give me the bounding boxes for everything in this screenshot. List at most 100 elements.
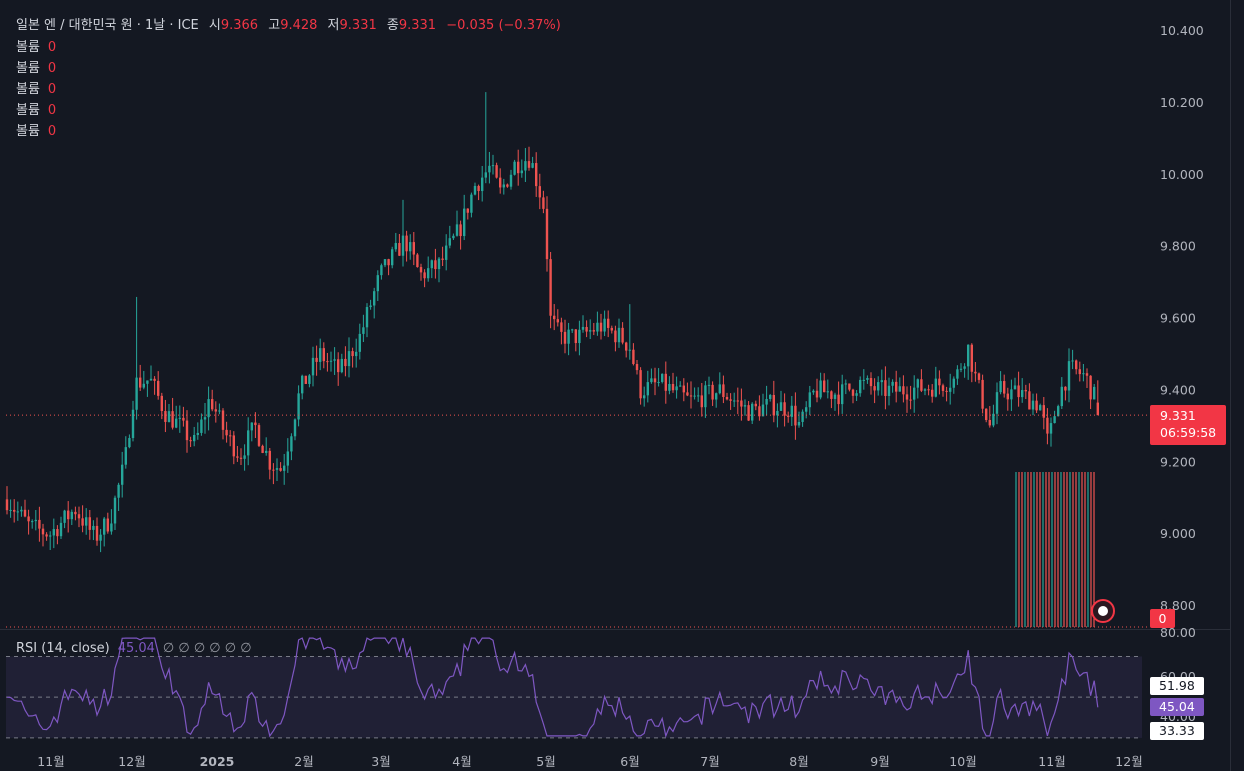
candle-body <box>862 379 865 381</box>
candle-body <box>365 307 369 328</box>
candle-body <box>527 161 531 168</box>
candle-body <box>841 384 844 405</box>
candle-body <box>643 395 646 399</box>
candle-body <box>488 165 491 173</box>
candle-body <box>754 403 757 407</box>
candle-body <box>920 379 923 391</box>
candle-body <box>1039 405 1042 411</box>
rsi-legend-value: 45.04 <box>117 641 155 656</box>
candle-body <box>221 410 225 430</box>
volume-row[interactable]: 볼륨 0 <box>16 103 57 118</box>
candle-body <box>625 342 628 351</box>
candle-body <box>383 259 387 266</box>
candle-body <box>1064 386 1067 391</box>
price-tick-label: 9.400 <box>1160 382 1196 397</box>
rsi-legend[interactable]: RSI (14, close) 45.04 ∅ ∅ ∅ ∅ ∅ ∅ <box>16 641 252 656</box>
candle-body <box>967 344 970 367</box>
time-tick-label: 11월 <box>37 754 64 769</box>
candle-body <box>596 322 599 332</box>
candle-body <box>250 422 253 431</box>
candle-body <box>891 381 894 386</box>
candle-body <box>563 331 567 344</box>
candle-body <box>409 242 412 252</box>
candle-body <box>1028 391 1031 410</box>
candle-body <box>1067 361 1071 391</box>
low-value: 9.331 <box>339 18 377 33</box>
candle-body <box>20 509 23 512</box>
volume-row[interactable]: 볼륨 0 <box>16 40 57 55</box>
candle-body <box>805 407 808 412</box>
candle-body <box>247 430 250 456</box>
candle-body <box>578 329 581 344</box>
candle-body <box>733 400 736 402</box>
candle-body <box>661 373 664 382</box>
candle-body <box>85 517 88 526</box>
candle-body <box>725 397 729 400</box>
candle-body <box>31 521 34 523</box>
candle-body <box>718 384 721 394</box>
candle-body <box>373 291 376 306</box>
candle-body <box>873 386 876 391</box>
candle-body <box>949 387 952 392</box>
volume-row[interactable]: 볼륨 0 <box>16 82 57 97</box>
candle-body <box>49 535 52 537</box>
candle-body <box>67 510 70 520</box>
close-label: 종 <box>386 18 399 33</box>
time-tick-label: 3월 <box>371 754 390 769</box>
candle-body <box>484 172 487 178</box>
volume-row[interactable]: 볼륨 0 <box>16 124 57 139</box>
candle-body <box>5 499 9 511</box>
price-tick-label: 9.800 <box>1160 239 1196 254</box>
candle-body <box>452 235 455 239</box>
time-tick-label: 2월 <box>294 754 313 769</box>
candle-body <box>139 377 142 388</box>
rsi-label: RSI (14, close) <box>16 641 110 656</box>
candle-body <box>765 398 768 405</box>
candle-body <box>355 351 358 357</box>
candle-body <box>1082 373 1085 375</box>
candle-body <box>830 391 833 399</box>
candle-body <box>682 385 685 393</box>
candle-body <box>362 327 365 334</box>
candle-body <box>1006 393 1009 400</box>
time-tick-label: 11월 <box>1038 754 1065 769</box>
candle-body <box>463 208 466 237</box>
record-icon[interactable] <box>1091 599 1115 623</box>
candle-body <box>1013 385 1017 390</box>
candle-body <box>185 420 189 441</box>
candle-body <box>434 260 437 270</box>
candle-body <box>592 330 595 332</box>
candle-body <box>769 395 772 399</box>
candle-body <box>700 395 703 408</box>
candle-body <box>239 457 243 459</box>
candle-body <box>333 359 336 361</box>
high-value: 9.428 <box>280 18 318 33</box>
candle-body <box>419 267 423 273</box>
candle-body <box>898 386 901 392</box>
candle-body <box>934 378 937 397</box>
candle-body <box>275 468 279 470</box>
candle-body <box>394 243 397 250</box>
candle-body <box>751 403 754 421</box>
candle-body <box>499 177 502 188</box>
candle-body <box>405 235 408 252</box>
time-tick-label: 2025 <box>200 754 235 769</box>
candle-body <box>466 208 469 213</box>
candle-body <box>902 386 905 395</box>
candle-body <box>293 419 297 437</box>
last-price: 9.331 <box>1160 408 1196 423</box>
candle-body <box>437 258 441 270</box>
candle-body <box>495 165 498 178</box>
candle-body <box>337 359 340 373</box>
candle-body <box>1017 385 1020 398</box>
candle-body <box>146 380 149 384</box>
candle-body <box>787 415 790 417</box>
candle-body <box>301 375 304 394</box>
candle-body <box>92 525 95 530</box>
volume-row[interactable]: 볼륨 0 <box>16 61 57 76</box>
candle-body <box>729 399 732 401</box>
candle-body <box>995 392 999 414</box>
candle-body <box>358 333 361 352</box>
candle-body <box>225 429 228 436</box>
